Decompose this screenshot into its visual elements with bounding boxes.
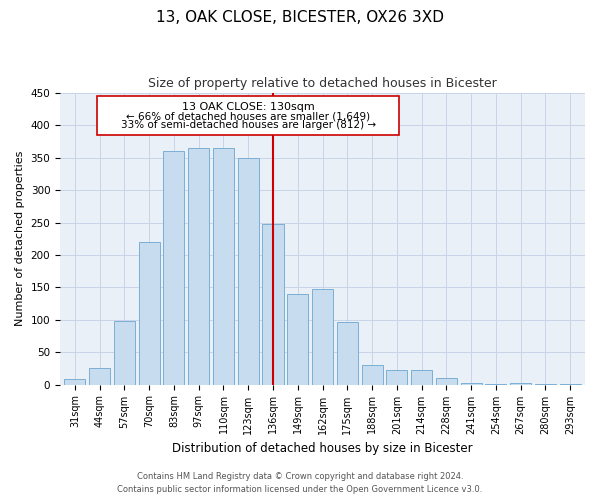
Bar — [312, 288, 333, 384]
Bar — [337, 322, 358, 384]
Bar — [64, 380, 85, 384]
Y-axis label: Number of detached properties: Number of detached properties — [15, 151, 25, 326]
Bar — [114, 321, 135, 384]
Bar — [139, 242, 160, 384]
Bar — [411, 370, 432, 384]
Text: 13 OAK CLOSE: 130sqm: 13 OAK CLOSE: 130sqm — [182, 102, 314, 112]
Bar — [213, 148, 234, 384]
Bar — [238, 158, 259, 384]
Text: 33% of semi-detached houses are larger (812) →: 33% of semi-detached houses are larger (… — [121, 120, 376, 130]
Title: Size of property relative to detached houses in Bicester: Size of property relative to detached ho… — [148, 78, 497, 90]
Bar — [163, 152, 184, 384]
Bar — [262, 224, 284, 384]
Bar — [287, 294, 308, 384]
Bar — [188, 148, 209, 384]
Text: 13, OAK CLOSE, BICESTER, OX26 3XD: 13, OAK CLOSE, BICESTER, OX26 3XD — [156, 10, 444, 25]
Text: ← 66% of detached houses are smaller (1,649): ← 66% of detached houses are smaller (1,… — [126, 111, 370, 121]
FancyBboxPatch shape — [97, 96, 399, 135]
X-axis label: Distribution of detached houses by size in Bicester: Distribution of detached houses by size … — [172, 442, 473, 455]
Text: Contains HM Land Registry data © Crown copyright and database right 2024.
Contai: Contains HM Land Registry data © Crown c… — [118, 472, 482, 494]
Bar — [89, 368, 110, 384]
Bar — [436, 378, 457, 384]
Bar — [362, 365, 383, 384]
Bar — [386, 370, 407, 384]
